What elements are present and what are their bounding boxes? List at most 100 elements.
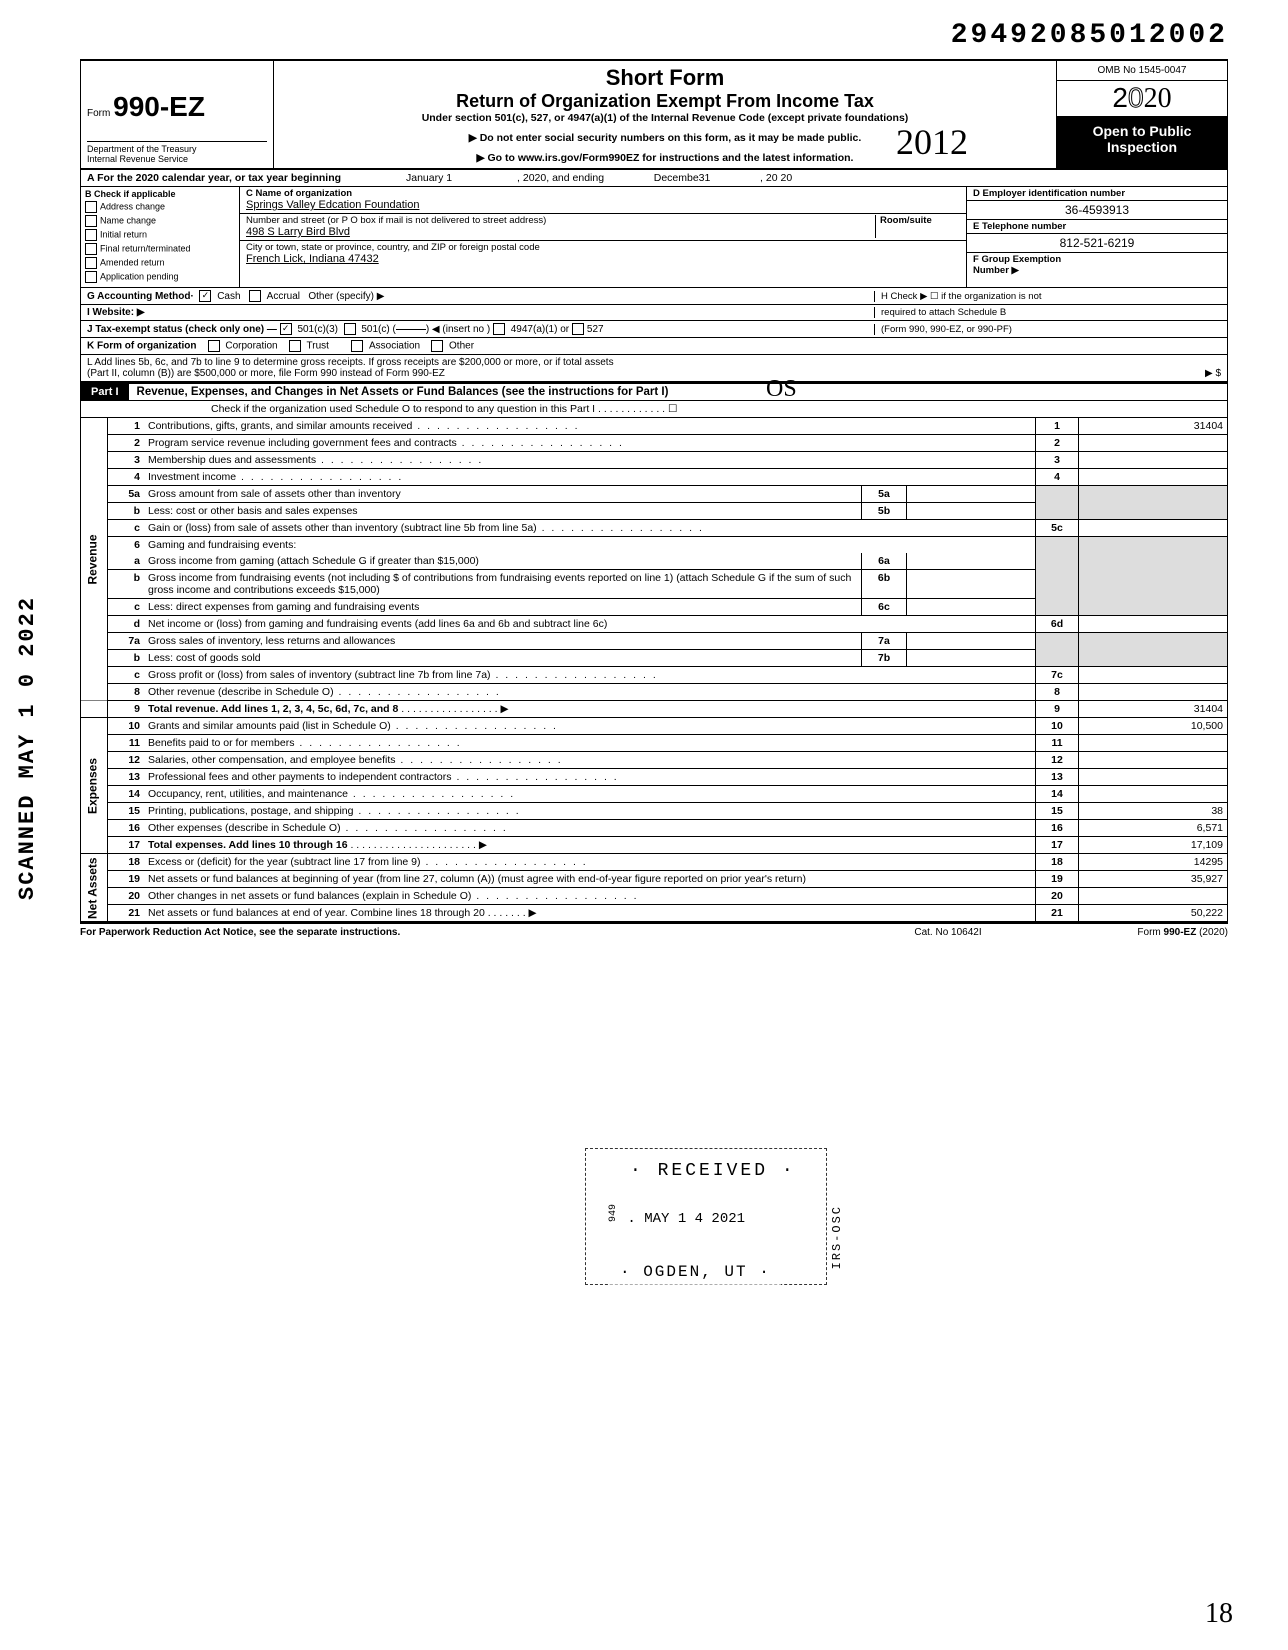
n7c: c <box>108 667 145 684</box>
chk-trust[interactable] <box>289 340 301 352</box>
d3: Membership dues and assessments <box>144 452 1036 469</box>
row-k-org-form: K Form of organization Corporation Trust… <box>80 338 1228 355</box>
open-to-public: Open to Public Inspection <box>1057 117 1227 168</box>
n20: 20 <box>108 888 145 905</box>
n6a: a <box>108 553 145 570</box>
d14: Occupancy, rent, utilities, and maintena… <box>144 786 1036 803</box>
chk-cash[interactable]: ✓ <box>199 290 211 302</box>
ogden-stamp: · OGDEN, UT · <box>610 1257 781 1287</box>
v15: 38 <box>1079 803 1228 820</box>
form-prefix: Form <box>87 108 110 119</box>
chk-accrual[interactable] <box>249 290 261 302</box>
d18: Excess or (deficit) for the year (subtra… <box>144 854 1036 871</box>
rn2: 2 <box>1036 435 1079 452</box>
mv6c <box>907 599 1036 616</box>
v20 <box>1079 888 1228 905</box>
n14: 14 <box>108 786 145 803</box>
n6c: c <box>108 599 145 616</box>
d16: Other expenses (describe in Schedule O) <box>144 820 1036 837</box>
short-form-label: Short Form <box>280 65 1050 91</box>
chk-amended[interactable] <box>85 257 97 269</box>
handwritten-os: OS <box>766 376 797 403</box>
v8 <box>1079 684 1228 701</box>
rn7c: 7c <box>1036 667 1079 684</box>
d5c: Gain or (loss) from sale of assets other… <box>144 520 1036 537</box>
n4: 4 <box>108 469 145 486</box>
v4 <box>1079 469 1228 486</box>
shade6v <box>1079 537 1228 616</box>
v18: 14295 <box>1079 854 1228 871</box>
v19: 35,927 <box>1079 871 1228 888</box>
column-c: C Name of organization Springs Valley Ed… <box>240 187 966 287</box>
rn4: 4 <box>1036 469 1079 486</box>
h-line1: H Check ▶ ☐ if the organization is not <box>881 291 1042 302</box>
n7b: b <box>108 650 145 667</box>
v21: 50,222 <box>1079 905 1228 922</box>
form-title: Return of Organization Exempt From Incom… <box>280 91 1050 112</box>
chk-501c[interactable] <box>344 323 356 335</box>
rn1: 1 <box>1036 418 1079 435</box>
chk-app-pending[interactable] <box>85 271 97 283</box>
mv7b <box>907 650 1036 667</box>
city-head: City or town, state or province, country… <box>246 242 960 253</box>
chk-corp[interactable] <box>208 340 220 352</box>
m5b: 5b <box>862 503 907 520</box>
n3: 3 <box>108 452 145 469</box>
col-b-head: B Check if applicable <box>85 189 235 199</box>
info-grid: B Check if applicable Address change Nam… <box>80 187 1228 288</box>
n17: 17 <box>108 837 145 854</box>
n7a: 7a <box>108 633 145 650</box>
n5c: c <box>108 520 145 537</box>
chk-initial-return[interactable] <box>85 229 97 241</box>
d20: Other changes in net assets or fund bala… <box>144 888 1036 905</box>
chk-address-change[interactable] <box>85 201 97 213</box>
shade7 <box>1036 633 1079 667</box>
header-left: Form 990-EZ Department of the Treasury I… <box>81 61 274 168</box>
h-line2: required to attach Schedule B <box>881 307 1006 318</box>
d5a: Gross amount from sale of assets other t… <box>144 486 862 503</box>
rn12: 12 <box>1036 752 1079 769</box>
n10: 10 <box>108 718 145 735</box>
header-right: OMB No 1545-0047 2020 Open to Public Ins… <box>1056 61 1227 168</box>
form-page: SCANNED MAY 1 0 2022 29492085012002 2012… <box>0 0 1288 1650</box>
v16: 6,571 <box>1079 820 1228 837</box>
chk-final-return[interactable] <box>85 243 97 255</box>
lbl-trust: Trust <box>307 341 329 352</box>
v7c <box>1079 667 1228 684</box>
rn13: 13 <box>1036 769 1079 786</box>
rn5c: 5c <box>1036 520 1079 537</box>
stamp-date-text: MAY 1 4 2021 <box>644 1211 745 1227</box>
v11 <box>1079 735 1228 752</box>
form-year: 2020 <box>1057 81 1227 117</box>
phone-value: 812-521-6219 <box>967 234 1227 253</box>
shade5 <box>1036 486 1079 520</box>
rn17: 17 <box>1036 837 1079 854</box>
lbl-corp: Corporation <box>225 341 277 352</box>
received-date: 949 . MAY 1 4 2021 <box>598 1198 755 1233</box>
n15: 15 <box>108 803 145 820</box>
n1: 1 <box>108 418 145 435</box>
chk-4947[interactable] <box>493 323 505 335</box>
shade6 <box>1036 537 1079 616</box>
chk-527[interactable] <box>572 323 584 335</box>
form-ref: Form 990-EZ (2020) <box>1137 927 1228 938</box>
v10: 10,500 <box>1079 718 1228 735</box>
n6: 6 <box>108 537 145 554</box>
rn3: 3 <box>1036 452 1079 469</box>
chk-assoc[interactable] <box>351 340 363 352</box>
chk-501c3[interactable]: ✓ <box>280 323 292 335</box>
ogden-text: OGDEN, UT <box>643 1263 747 1281</box>
chk-name-change[interactable] <box>85 215 97 227</box>
n6d: d <box>108 616 145 633</box>
chk-other-org[interactable] <box>431 340 443 352</box>
d6a: Gross income from gaming (attach Schedul… <box>144 553 862 570</box>
d10: Grants and similar amounts paid (list in… <box>144 718 1036 735</box>
irs-label: Internal Revenue Service <box>87 154 267 164</box>
lbl-assoc: Association <box>369 341 420 352</box>
lbl-527: 527 <box>587 324 604 335</box>
d7a: Gross sales of inventory, less returns a… <box>144 633 862 650</box>
lbl-address-change: Address change <box>100 201 165 211</box>
shade7v <box>1079 633 1228 667</box>
street-head: Number and street (or P O box if mail is… <box>246 215 546 226</box>
row-a-tail: , 20 20 <box>760 172 792 184</box>
